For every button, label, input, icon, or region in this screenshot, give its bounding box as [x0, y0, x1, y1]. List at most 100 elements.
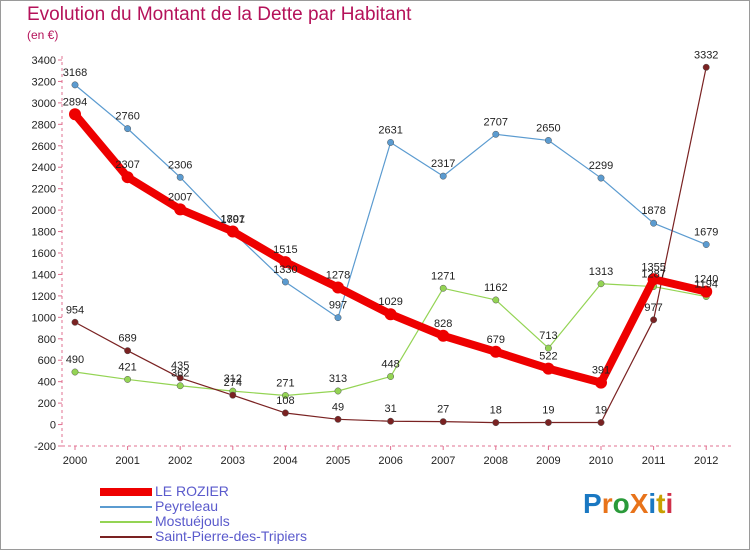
legend-swatch: [100, 488, 152, 496]
data-label: 997: [329, 300, 347, 312]
data-label: 490: [66, 354, 84, 366]
x-tick-label: 2006: [378, 455, 402, 467]
legend-label: Saint-Pierre-des-Tripiers: [155, 528, 307, 544]
data-label: 19: [595, 405, 607, 417]
logo-letter: t: [656, 488, 666, 519]
logo-letter: P: [583, 488, 602, 519]
data-point: [384, 308, 397, 321]
data-point: [176, 173, 184, 181]
data-label: 435: [171, 360, 189, 372]
proxiti-logo: ProXiti: [583, 488, 673, 520]
data-point: [647, 273, 660, 286]
data-label: 2299: [589, 160, 613, 172]
data-label: 522: [539, 351, 557, 363]
legend-label: LE ROZIER: [155, 483, 229, 499]
data-label: 828: [434, 318, 452, 330]
data-point: [595, 376, 607, 389]
data-point: [69, 108, 81, 121]
data-label: 2007: [168, 191, 192, 203]
data-label: 1801: [221, 213, 245, 225]
data-label: 49: [332, 401, 344, 413]
data-point: [492, 419, 500, 427]
data-label: 977: [644, 302, 662, 314]
y-tick-label: 1400: [32, 269, 56, 281]
data-label: 2760: [115, 111, 139, 123]
data-label: 2650: [536, 122, 560, 134]
data-point: [387, 139, 395, 146]
y-tick-label: 800: [38, 334, 56, 346]
data-label: 312: [224, 373, 242, 385]
y-tick-label: 3000: [32, 98, 56, 110]
data-point: [650, 316, 658, 324]
legend-label: Mostuéjouls: [155, 513, 230, 529]
x-tick-label: 2001: [115, 455, 139, 467]
data-label: 1679: [694, 227, 718, 239]
data-point: [281, 392, 289, 399]
data-point: [124, 347, 132, 355]
x-tick-label: 2002: [168, 455, 192, 467]
legend-label: Peyreleau: [155, 498, 219, 514]
y-tick-label: 0: [50, 420, 56, 432]
data-point: [492, 296, 500, 304]
x-tick-label: 2012: [694, 455, 718, 467]
data-label: 313: [329, 373, 347, 385]
data-label: 679: [487, 334, 505, 346]
data-point: [281, 278, 289, 286]
data-label: 18: [490, 405, 502, 417]
data-point: [334, 387, 342, 395]
chart-title: Evolution du Montant de la Dette par Hab…: [27, 4, 412, 25]
data-point: [597, 280, 605, 288]
y-tick-label: 2400: [32, 162, 56, 174]
data-point: [439, 172, 447, 180]
logo-letter: X: [629, 488, 649, 519]
data-label: 448: [381, 359, 399, 371]
legend-swatch: [100, 521, 152, 523]
data-label: 2306: [168, 159, 192, 171]
y-tick-label: 1000: [32, 312, 56, 324]
x-tick-label: 2003: [221, 455, 245, 467]
y-tick-label: 3200: [32, 76, 56, 88]
data-point: [387, 373, 395, 380]
data-label: 421: [118, 361, 136, 373]
data-label: 274: [224, 377, 242, 389]
legend-swatch: [100, 506, 152, 508]
data-point: [71, 81, 79, 89]
data-label: 713: [539, 330, 557, 342]
logo-letter: i: [665, 488, 674, 519]
data-point: [597, 419, 605, 426]
data-point: [439, 418, 447, 426]
y-tick-label: 200: [38, 398, 56, 410]
data-point: [544, 136, 552, 144]
data-label: 1313: [589, 266, 613, 278]
data-label: 2307: [115, 159, 139, 171]
data-point: [121, 171, 134, 184]
data-label: 2707: [484, 116, 508, 128]
data-point: [332, 281, 344, 294]
data-point: [124, 375, 132, 383]
data-label: 1029: [378, 296, 402, 308]
data-point: [650, 219, 658, 227]
data-point: [174, 203, 187, 216]
data-label: 689: [118, 333, 136, 345]
y-tick-label: 1200: [32, 291, 56, 303]
x-tick-label: 2004: [273, 455, 297, 467]
data-label: 1287: [641, 269, 665, 281]
x-tick-label: 2008: [484, 455, 508, 467]
data-point: [71, 368, 79, 376]
chart-data-labels: 2894 2307 2007 1801 1515 1278 1029 828 679 522 391…: [63, 49, 719, 416]
data-label: 1278: [326, 270, 350, 282]
x-tick-label: 2010: [589, 455, 613, 467]
data-point: [437, 329, 450, 342]
x-tick-label: 2007: [431, 455, 455, 467]
legend-swatch: [100, 536, 152, 538]
data-label: 1194: [694, 279, 718, 291]
data-label: 108: [276, 395, 294, 407]
x-tick-label: 2009: [536, 455, 560, 467]
y-tick-label: 600: [38, 355, 56, 367]
y-tick-label: 1600: [32, 248, 56, 260]
data-point: [544, 344, 552, 352]
data-point: [387, 417, 395, 425]
data-point: [489, 345, 502, 358]
y-tick-label: 2600: [32, 141, 56, 153]
y-tick-label: 2200: [32, 184, 56, 196]
